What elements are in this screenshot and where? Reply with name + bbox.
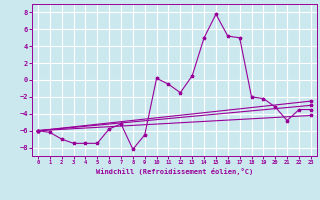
X-axis label: Windchill (Refroidissement éolien,°C): Windchill (Refroidissement éolien,°C) — [96, 168, 253, 175]
